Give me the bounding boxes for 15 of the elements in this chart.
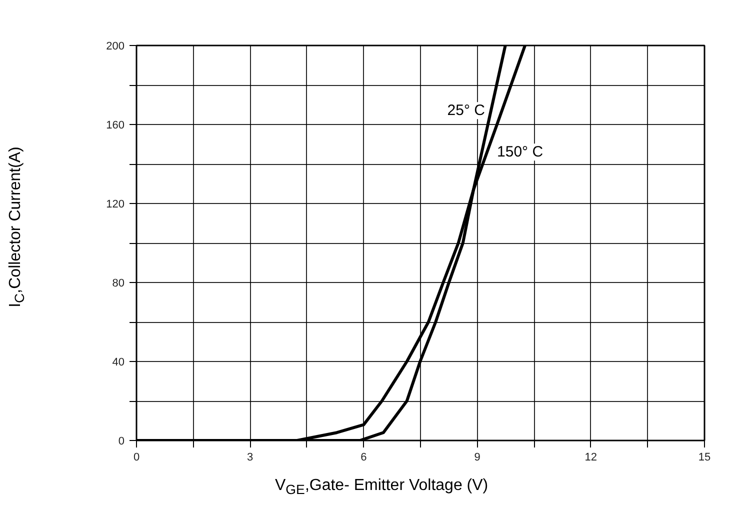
x-tick-label: 12 (584, 452, 598, 464)
y-tick-label: 120 (106, 198, 125, 210)
series-label: 150° C (497, 144, 544, 161)
x-tick-label: 0 (133, 452, 140, 464)
y-tick-label: 200 (106, 40, 125, 52)
x-tick-label: 9 (474, 452, 480, 464)
x-tick-label: 3 (247, 452, 254, 464)
x-tick-label: 15 (698, 452, 711, 464)
y-tick-label: 40 (112, 356, 125, 368)
x-tick-label: 6 (360, 452, 367, 464)
y-tick-label: 0 (118, 436, 125, 448)
x-axis-title: V$_{GE}$,Gate- Emitter Voltage (V) (275, 476, 488, 500)
y-tick-label: 80 (112, 278, 125, 290)
y-tick-label: 160 (106, 120, 125, 132)
series-label: 25° C (447, 102, 486, 120)
